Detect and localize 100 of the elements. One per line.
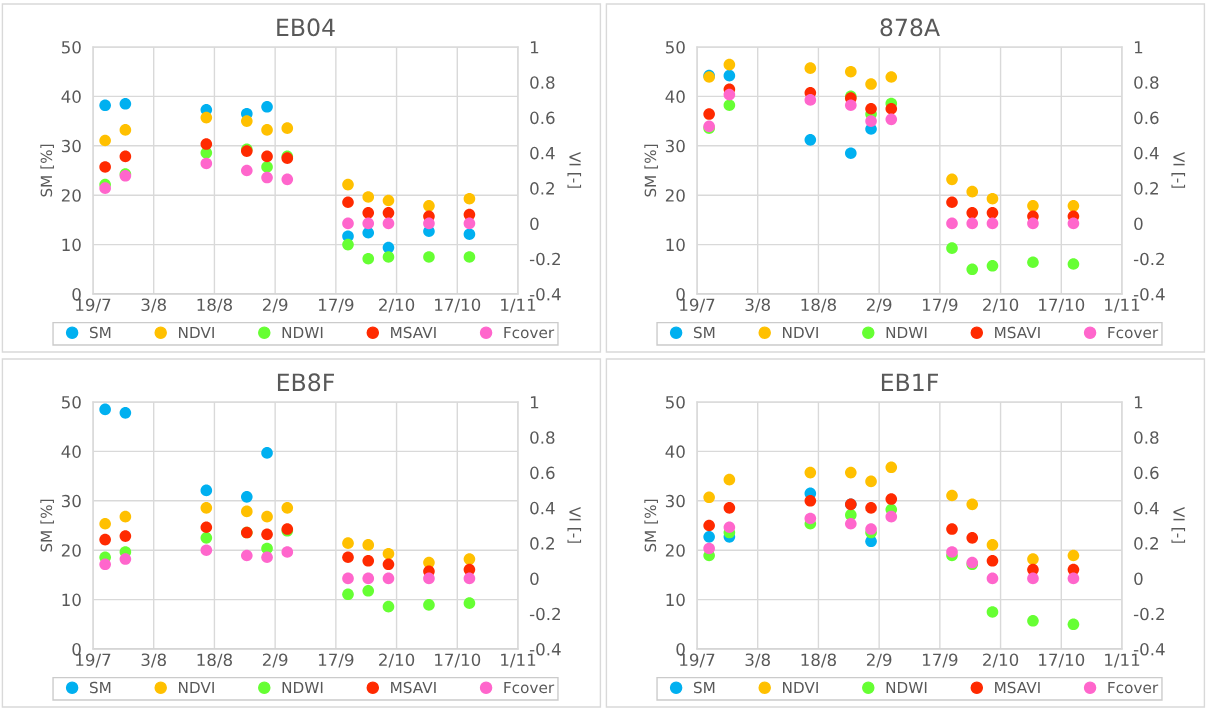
y2-tick-label: 0.4 xyxy=(1134,501,1159,515)
y-tick-label: 50 xyxy=(665,40,685,54)
chart-title: EB1F xyxy=(881,373,938,391)
legend-label: NDWI xyxy=(282,326,323,339)
y-tick-label: 30 xyxy=(665,139,685,153)
y2-tick-label: 0.4 xyxy=(530,146,555,160)
y2-tick-label: 0.4 xyxy=(1134,146,1159,160)
chart-title: EB04 xyxy=(277,18,335,37)
x-tick-label: 17/10 xyxy=(1039,298,1085,313)
legend-label: MSAVI xyxy=(391,326,436,339)
x-tick-label: 17/9 xyxy=(318,298,354,313)
y2-tick-label: 0.6 xyxy=(1134,111,1159,125)
y2-tick-label: 0 xyxy=(530,572,539,585)
x-tick-label: 3/8 xyxy=(141,653,166,668)
y2-tick-label: 0.2 xyxy=(530,182,554,195)
y-tick-label: 20 xyxy=(665,544,685,557)
x-tick-label: 2/9 xyxy=(262,653,288,668)
legend-label: NDVI xyxy=(783,681,818,694)
x-tick-label: 2/9 xyxy=(866,298,892,313)
y2-axis-title: VI [-] xyxy=(567,152,582,188)
legend-label: MSAVI xyxy=(391,681,436,694)
y2-tick-label: -0.2 xyxy=(1133,252,1164,266)
y2-tick-label: 0.8 xyxy=(1134,431,1159,444)
y2-tick-label: 1 xyxy=(1134,41,1143,54)
y-tick-label: 50 xyxy=(665,395,685,409)
y2-tick-label: 0 xyxy=(530,217,539,230)
y-axis-title: SM [%] xyxy=(644,499,658,552)
y-tick-label: 20 xyxy=(61,544,81,557)
y2-tick-label: 1 xyxy=(530,396,539,409)
x-tick-label: 18/8 xyxy=(801,298,836,313)
y-tick-label: 10 xyxy=(62,593,81,607)
y2-tick-label: 0.2 xyxy=(530,537,554,550)
y-tick-label: 40 xyxy=(665,90,685,103)
y2-tick-label: 0.8 xyxy=(530,431,555,444)
y2-axis-title: VI [-] xyxy=(1171,152,1186,188)
y-tick-label: 30 xyxy=(665,494,685,508)
y-tick-label: 10 xyxy=(62,238,81,252)
legend-label: MSAVI xyxy=(995,326,1040,339)
legend-label: MSAVI xyxy=(995,681,1040,694)
y2-tick-label: 0 xyxy=(1134,572,1143,585)
y-tick-label: 40 xyxy=(61,90,81,103)
y2-tick-label: 0.2 xyxy=(1134,182,1158,195)
y-tick-label: 40 xyxy=(665,445,685,458)
legend-label: SM xyxy=(89,681,111,694)
legend-label: NDWI xyxy=(282,681,323,694)
legend-label: Fcover xyxy=(504,326,555,339)
y-tick-label: 40 xyxy=(61,445,81,458)
legend-label: Fcover xyxy=(1108,326,1159,339)
legend-label: SM xyxy=(89,326,111,339)
chart-title: 878A xyxy=(880,18,940,37)
y2-tick-label: -0.2 xyxy=(1133,607,1164,621)
x-tick-label: 3/8 xyxy=(745,298,770,313)
legend-label: NDVI xyxy=(783,326,818,339)
y2-tick-label: -0.2 xyxy=(529,607,560,621)
y2-tick-label: 0 xyxy=(1134,217,1143,230)
y2-axis-title: VI [-] xyxy=(567,507,582,543)
y2-tick-label: 1 xyxy=(530,41,539,54)
x-tick-label: 18/8 xyxy=(801,653,836,668)
y2-tick-label: 0.6 xyxy=(530,111,555,125)
y-axis-title: SM [%] xyxy=(40,499,54,552)
y-axis-title: SM [%] xyxy=(40,144,54,197)
y-tick-label: 10 xyxy=(666,238,685,252)
x-tick-label: 17/9 xyxy=(922,298,958,313)
y2-axis-title: VI [-] xyxy=(1171,507,1186,543)
chart-title: EB8F xyxy=(277,373,334,392)
x-tick-label: 2/10 xyxy=(983,653,1019,668)
y2-tick-label: 0.2 xyxy=(1134,537,1158,550)
legend-label: NDWI xyxy=(886,681,927,694)
y2-tick-label: -0.2 xyxy=(529,252,560,266)
y-tick-label: 30 xyxy=(61,139,81,153)
y2-tick-label: 0.6 xyxy=(530,466,555,480)
x-tick-label: 2/9 xyxy=(262,298,288,313)
legend-label: SM xyxy=(693,681,715,694)
x-tick-label: 2/10 xyxy=(983,298,1019,313)
y-tick-label: 10 xyxy=(666,593,685,607)
y-axis-title: SM [%] xyxy=(644,144,658,197)
x-tick-label: 3/8 xyxy=(745,653,770,668)
x-tick-label: 17/9 xyxy=(922,653,958,668)
x-tick-label: 2/9 xyxy=(866,653,892,668)
y2-tick-label: 0.8 xyxy=(530,76,555,89)
legend-label: NDVI xyxy=(179,681,214,694)
x-tick-label: 17/10 xyxy=(435,653,481,668)
x-tick-label: 18/8 xyxy=(197,653,232,668)
y-tick-label: 20 xyxy=(665,189,685,202)
y2-tick-label: 0.4 xyxy=(530,501,555,515)
y-tick-label: 20 xyxy=(61,189,81,202)
x-tick-label: 18/8 xyxy=(197,298,232,313)
y2-tick-label: 0.6 xyxy=(1134,466,1159,480)
legend-label: SM xyxy=(693,326,715,339)
x-tick-label: 17/10 xyxy=(1039,653,1085,668)
y2-tick-label: 1 xyxy=(1134,396,1143,409)
y2-tick-label: 0.8 xyxy=(1134,76,1159,89)
x-tick-label: 2/10 xyxy=(379,653,415,668)
x-tick-label: 2/10 xyxy=(379,298,415,313)
x-tick-label: 3/8 xyxy=(141,298,166,313)
x-tick-label: 17/9 xyxy=(318,653,354,668)
legend-label: Fcover xyxy=(504,681,555,694)
y-tick-label: 50 xyxy=(61,395,81,409)
y-tick-label: 50 xyxy=(61,40,81,54)
legend-label: NDVI xyxy=(179,326,214,339)
